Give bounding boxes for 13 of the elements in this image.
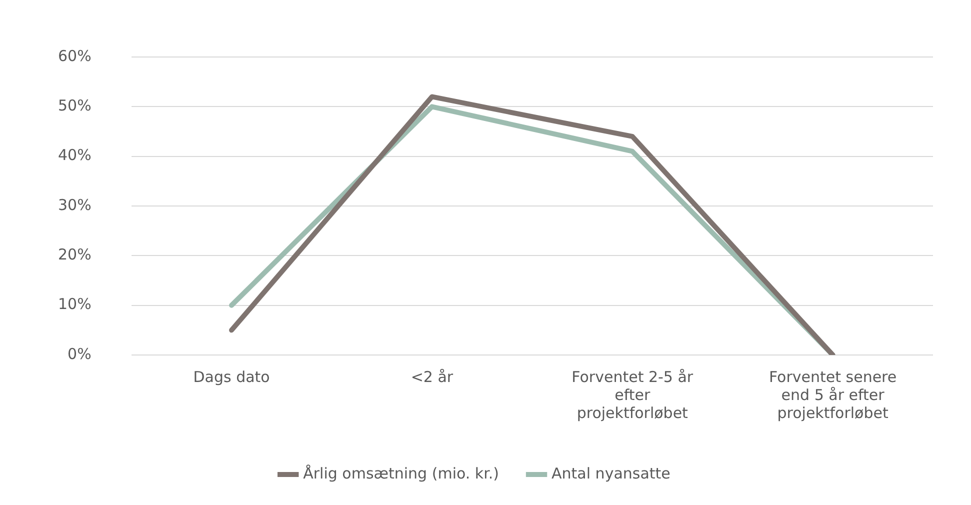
y-tick-label: 20% [58,246,92,264]
x-tick-label: Forventet 2-5 år efter projektforløbet [572,368,694,422]
x-tick-label: <2 år [410,368,454,386]
y-tick-label: 40% [58,146,92,164]
legend-label: Årlig omsætning (mio. kr.) [303,464,500,482]
y-tick-label: 30% [58,196,92,214]
y-tick-label: 50% [58,96,92,115]
y-tick-label: 0% [68,344,92,363]
x-tick-label: Forventet senere end 5 år efter projektforløbet [768,368,897,422]
legend-label: Antal nyansatte [552,464,670,482]
y-tick-label: 60% [58,46,92,65]
y-tick-label: 10% [58,295,92,314]
x-tick-label: Dags dato [193,368,270,386]
